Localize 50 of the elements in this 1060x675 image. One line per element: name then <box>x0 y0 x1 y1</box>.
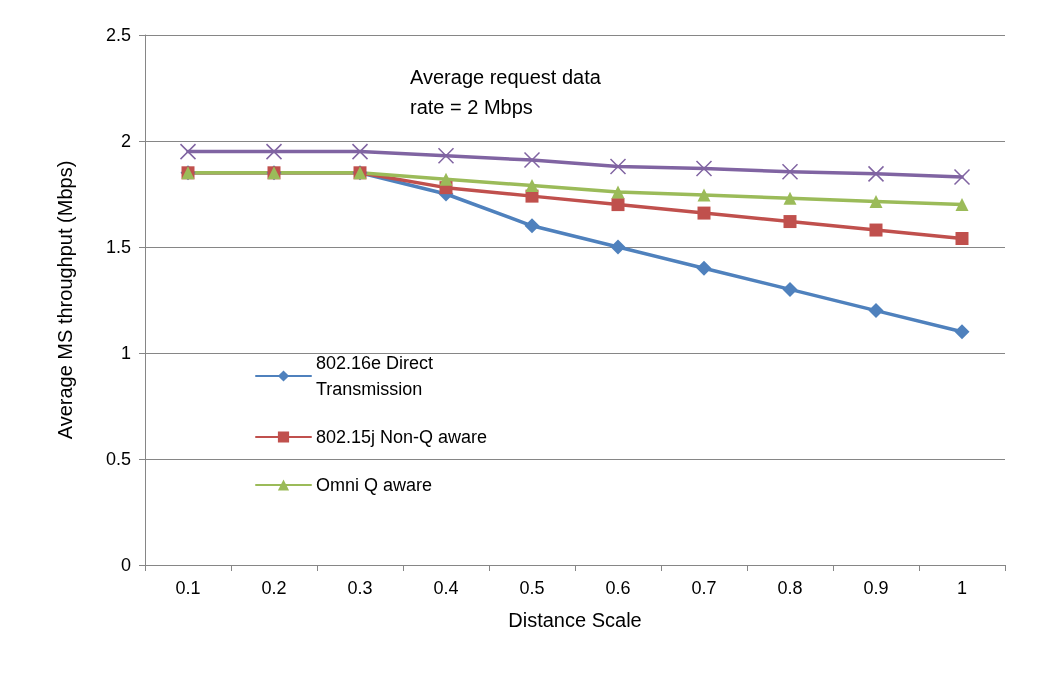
y-tick-label: 0 <box>120 555 131 575</box>
x-tick-label: 0.9 <box>863 578 889 598</box>
point <box>611 185 625 199</box>
annotation: Average request data rate = 2 Mbps <box>410 66 607 118</box>
x-tick-label: 0.7 <box>691 578 717 598</box>
y-axis-title: Average MS throughput (Mbps) <box>54 160 76 440</box>
x-axis-title: Distance Scale <box>508 609 642 631</box>
x-tick-label: 0.8 <box>777 578 803 598</box>
y-tick-label: 2 <box>120 131 131 151</box>
point <box>524 218 540 234</box>
point <box>439 172 453 186</box>
legend-label: 802.15j Non-Q aware <box>316 427 488 447</box>
point <box>782 281 798 297</box>
x-tick-label: 0.2 <box>261 578 287 598</box>
point <box>781 163 799 180</box>
point <box>783 191 797 205</box>
point <box>954 324 970 340</box>
x-tick-label: 1 <box>956 578 968 598</box>
point <box>610 239 626 255</box>
point <box>867 165 885 183</box>
point <box>611 198 625 212</box>
point <box>525 179 539 193</box>
y-tick-label: 2.5 <box>105 25 131 45</box>
x-tick-label: 0.4 <box>433 578 459 598</box>
y-tick-label: 0.5 <box>105 449 131 469</box>
point <box>783 215 797 229</box>
point <box>351 143 369 160</box>
x-tick-label: 0.6 <box>605 578 631 598</box>
x-tick-label: 0.5 <box>519 578 545 598</box>
point <box>179 143 197 160</box>
point <box>609 158 627 175</box>
point <box>869 194 883 208</box>
point <box>523 151 541 169</box>
legend-label: 802.16e Direct Transmission <box>316 353 439 399</box>
legend-label: Omni Q aware <box>316 475 433 495</box>
y-tick-label: 1 <box>120 343 131 363</box>
point <box>953 168 971 186</box>
y-tick-label: 1.5 <box>105 237 131 257</box>
point <box>265 143 283 160</box>
point <box>697 206 711 220</box>
point <box>869 223 883 237</box>
x-tick-label: 0.1 <box>175 578 201 598</box>
point <box>868 303 884 319</box>
point <box>955 232 969 246</box>
point <box>697 188 711 202</box>
x-tick-label: 0.3 <box>347 578 373 598</box>
point <box>695 160 713 177</box>
point <box>696 260 712 276</box>
point <box>437 147 455 165</box>
point <box>955 198 969 212</box>
